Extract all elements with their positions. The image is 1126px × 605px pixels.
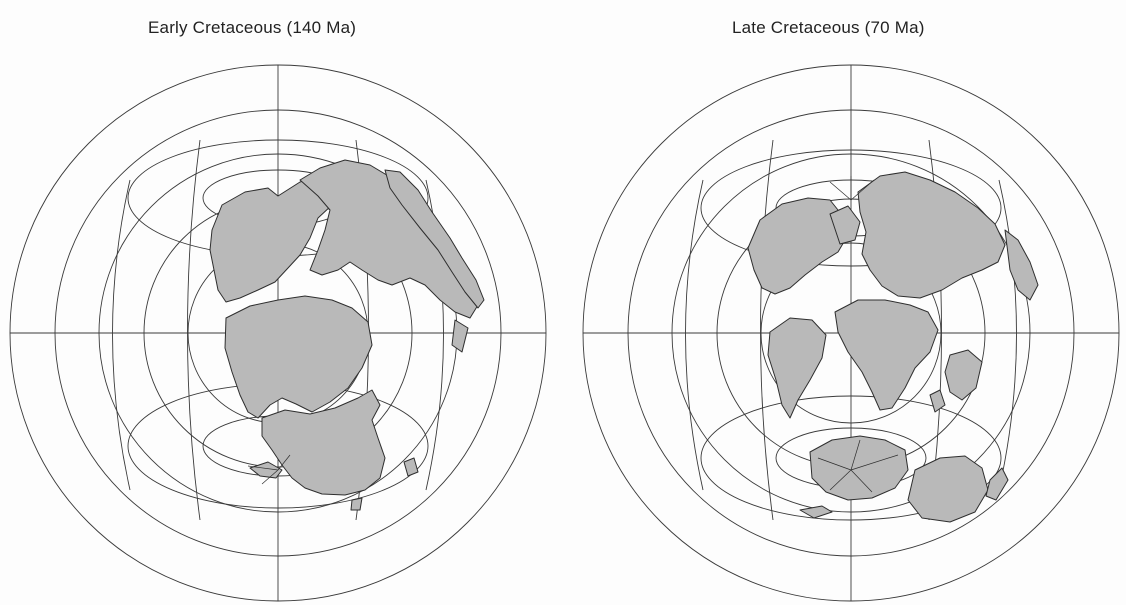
early-antarctica [249, 461, 283, 479]
late-east-asia [1004, 229, 1039, 301]
late-madagascar [929, 389, 946, 413]
late-south-america [767, 317, 827, 419]
late-new-zealand [985, 467, 1009, 501]
early-meridian-arc [112, 179, 131, 491]
early-island [350, 497, 363, 511]
late-cretaceous-title: Late Cretaceous (70 Ma) [732, 18, 925, 37]
early-south-pole-rays [247, 454, 291, 485]
early-north-america [209, 175, 336, 303]
late-eurasia [857, 171, 1006, 299]
early-cretaceous-map [9, 64, 547, 602]
late-landmasses [747, 171, 1039, 523]
early-cretaceous-title: Early Cretaceous (140 Ma) [148, 18, 357, 37]
early-east-asia [384, 169, 485, 309]
late-india [944, 349, 983, 401]
late-north-america [747, 197, 849, 295]
late-greenland [829, 205, 861, 245]
late-cretaceous-map [582, 64, 1120, 602]
late-pole-rays [817, 176, 899, 493]
early-island [451, 319, 469, 353]
late-north-ellipse [700, 149, 1002, 267]
early-meridian-arc [187, 139, 201, 521]
late-antarctica [809, 435, 909, 501]
early-gondwana-east [261, 389, 386, 496]
late-australia [907, 455, 989, 523]
late-meridian-arc [760, 139, 774, 521]
early-gondwana-west [224, 295, 373, 419]
early-island [403, 457, 419, 477]
late-africa [834, 299, 939, 411]
late-island [799, 505, 833, 519]
early-landmasses [209, 159, 485, 511]
late-meridian-arc [998, 179, 1017, 491]
late-meridian-arc [685, 179, 704, 491]
late-south-ellipse [700, 395, 1002, 521]
